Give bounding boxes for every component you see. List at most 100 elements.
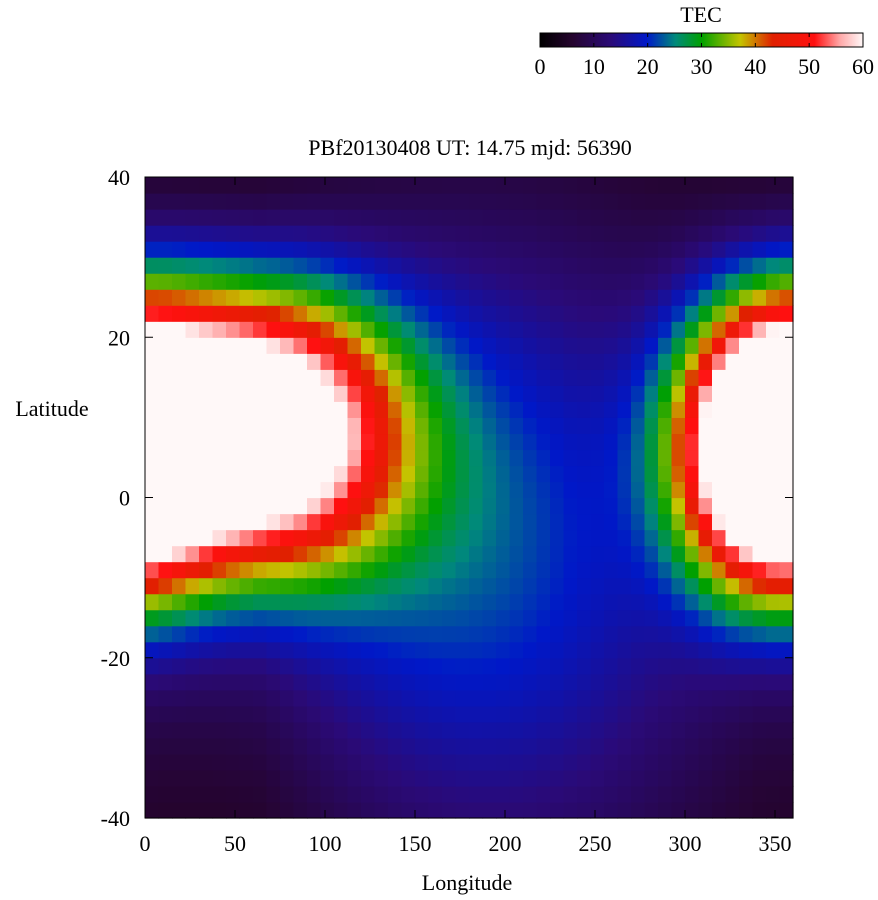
heatmap-cell: [563, 401, 578, 418]
heatmap-cell: [388, 689, 403, 707]
heatmap-cell: [604, 737, 619, 755]
heatmap-cell: [172, 257, 187, 274]
heatmap-cell: [698, 449, 713, 467]
heatmap-cell: [671, 385, 686, 402]
heatmap-cell: [698, 641, 713, 659]
heatmap-cell: [374, 513, 389, 531]
heatmap-cell: [590, 273, 605, 290]
heatmap-cell: [280, 225, 295, 242]
heatmap-cell: [347, 529, 362, 547]
heatmap-cell: [334, 305, 349, 322]
heatmap-cell: [388, 353, 403, 370]
heatmap-cell: [496, 321, 511, 338]
heatmap-cell: [212, 657, 227, 675]
heatmap-cell: [550, 369, 565, 386]
heatmap-cell: [658, 561, 673, 579]
heatmap-cell: [536, 673, 551, 691]
heatmap-cell: [347, 657, 362, 675]
heatmap-cell: [455, 801, 470, 819]
heatmap-cell: [172, 497, 187, 515]
heatmap-cell: [712, 401, 727, 418]
heatmap-cell: [658, 689, 673, 707]
heatmap-cell: [199, 177, 214, 194]
heatmap-cell: [212, 337, 227, 354]
heatmap-cell: [752, 625, 767, 643]
heatmap-cell: [496, 529, 511, 547]
y-tick-label: 0: [119, 486, 130, 511]
heatmap-cell: [536, 769, 551, 787]
heatmap-cell: [577, 673, 592, 691]
heatmap-cell: [401, 497, 416, 515]
heatmap-cell: [428, 225, 443, 242]
heatmap-cell: [145, 673, 160, 691]
heatmap-cell: [253, 593, 268, 611]
heatmap-cell: [388, 273, 403, 290]
heatmap-cell: [280, 177, 295, 194]
heatmap-cell: [685, 273, 700, 290]
heatmap-cell: [347, 481, 362, 499]
heatmap-cell: [779, 449, 794, 467]
heatmap-cell: [199, 497, 214, 515]
heatmap-cell: [293, 625, 308, 643]
x-tick-label: 200: [489, 831, 522, 856]
heatmap-cell: [145, 689, 160, 707]
heatmap-cell: [550, 257, 565, 274]
heatmap-cell: [496, 177, 511, 194]
heatmap-cell: [212, 673, 227, 691]
heatmap-cell: [563, 593, 578, 611]
heatmap-cell: [644, 401, 659, 418]
heatmap-cell: [320, 625, 335, 643]
heatmap-cell: [320, 193, 335, 210]
heatmap-cell: [145, 625, 160, 643]
heatmap-cell: [172, 449, 187, 467]
heatmap-cell: [158, 737, 173, 755]
heatmap-cell: [725, 273, 740, 290]
heatmap-cell: [455, 737, 470, 755]
heatmap-cell: [172, 705, 187, 723]
heatmap-cell: [442, 801, 457, 819]
heatmap-cell: [361, 657, 376, 675]
heatmap-cell: [239, 625, 254, 643]
heatmap-cell: [550, 625, 565, 643]
heatmap-cell: [712, 417, 727, 435]
heatmap-cell: [212, 305, 227, 322]
heatmap-cell: [590, 577, 605, 595]
heatmap-cell: [577, 193, 592, 210]
heatmap-cell: [550, 273, 565, 290]
heatmap-cell: [469, 177, 484, 194]
heatmap-cell: [685, 705, 700, 723]
heatmap-cell: [550, 705, 565, 723]
heatmap-cell: [428, 705, 443, 723]
heatmap-cell: [685, 337, 700, 354]
heatmap-cell: [523, 177, 538, 194]
heatmap-cell: [266, 673, 281, 691]
heatmap-cell: [280, 353, 295, 370]
heatmap-cell: [374, 209, 389, 226]
heatmap-cell: [442, 673, 457, 691]
heatmap-cell: [577, 593, 592, 611]
heatmap-cell: [550, 305, 565, 322]
heatmap-cell: [307, 673, 322, 691]
heatmap-cell: [685, 449, 700, 467]
heatmap-cell: [509, 689, 524, 707]
heatmap-cell: [617, 225, 632, 242]
heatmap-cell: [266, 433, 281, 451]
heatmap-cell: [550, 753, 565, 771]
heatmap-cell: [577, 705, 592, 723]
heatmap-cell: [253, 369, 268, 386]
heatmap-cell: [361, 369, 376, 386]
heatmap-cell: [766, 689, 781, 707]
heatmap-cell: [158, 657, 173, 675]
heatmap-cell: [671, 417, 686, 435]
heatmap-cell: [334, 289, 349, 306]
heatmap-cell: [725, 801, 740, 819]
heatmap-cell: [415, 385, 430, 402]
heatmap-cell: [523, 193, 538, 210]
heatmap-cell: [226, 769, 241, 787]
heatmap-cell: [496, 657, 511, 675]
heatmap-cell: [307, 529, 322, 547]
heatmap-cell: [590, 721, 605, 739]
heatmap-cell: [145, 753, 160, 771]
heatmap-cell: [590, 753, 605, 771]
heatmap-cell: [158, 593, 173, 611]
